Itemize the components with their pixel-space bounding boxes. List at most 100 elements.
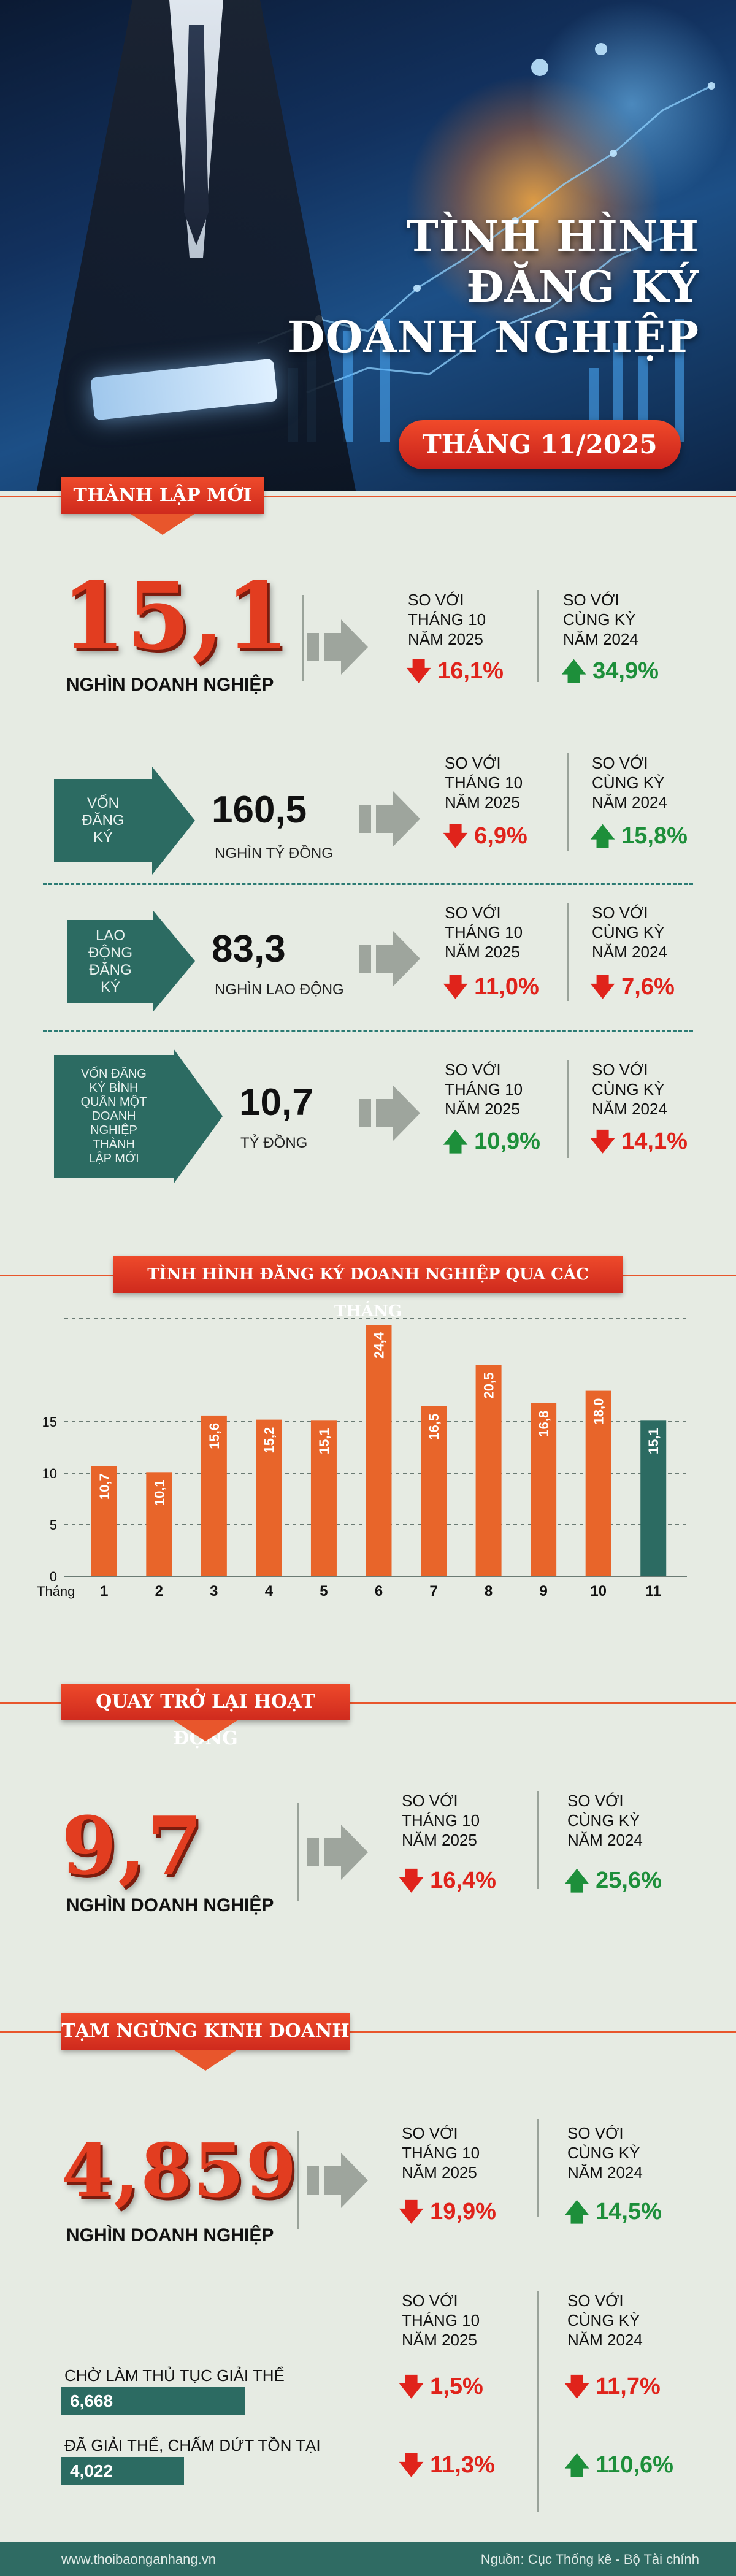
- compare-line: SO VỚI: [402, 2124, 458, 2142]
- capital-year-change: 🡅 15,8%: [590, 823, 688, 849]
- label-line: THÀNH: [93, 1137, 135, 1151]
- average-capital-value: 10,7: [239, 1081, 313, 1124]
- pending-month-change: 🡇 1,5%: [399, 2374, 483, 2400]
- label-line: VỐN: [86, 794, 119, 811]
- returning-enterprises-unit: NGHÌN DOANH NGHIỆP: [66, 1895, 274, 1915]
- bar-value-label: 18,0: [591, 1398, 607, 1425]
- capital-month-change: 🡇 6,9%: [443, 823, 527, 849]
- bar: [421, 1406, 447, 1576]
- suspend-year-change: 🡅 14,5%: [564, 2199, 662, 2225]
- label-line: ĐĂNG: [82, 811, 125, 829]
- registered-labor-value: 83,3: [212, 928, 286, 970]
- gray-arrow-icon: [307, 619, 368, 675]
- row-label-registered-capital: VỐN ĐĂNG KÝ: [54, 779, 152, 862]
- divider-line: [537, 2119, 539, 2217]
- compare-year-label: SO VỚI CÙNG KỲ NĂM 2024: [592, 1060, 667, 1119]
- bar: [91, 1466, 117, 1576]
- compare-line: SO VỚI: [567, 1792, 624, 1810]
- bar: [366, 1325, 392, 1576]
- labor-month-change: 🡇 11,0%: [443, 974, 539, 1000]
- compare-line: NĂM 2024: [563, 630, 638, 648]
- teal-arrow-head: [152, 767, 195, 875]
- registered-capital-unit: NGHÌN TỶ ĐỒNG: [215, 845, 333, 862]
- compare-line: NĂM 2024: [567, 1831, 643, 1849]
- suspend-month-change: 🡇 19,9%: [399, 2199, 496, 2225]
- compare-line: SO VỚI: [592, 903, 648, 922]
- bar: [475, 1365, 502, 1576]
- gray-arrow-icon: [307, 2153, 368, 2208]
- x-tick-label: 5: [320, 1583, 328, 1600]
- bar-value-label: 15,2: [261, 1427, 277, 1454]
- footer-source: Nguồn: Cục Thống kê - Bộ Tài chính: [480, 2551, 699, 2567]
- compare-line: NĂM 2024: [567, 2163, 643, 2182]
- divider-line: [537, 590, 539, 682]
- section-ribbon-new: THÀNH LẬP MỚI: [61, 477, 264, 514]
- pct-value: 14,5%: [596, 2199, 662, 2225]
- pending-dissolution-label: CHỜ LÀM THỦ TỤC GIẢI THỂ: [64, 2366, 285, 2385]
- return-year-change: 🡅 25,6%: [564, 1868, 662, 1894]
- new-month-change: 🡇 16,1%: [406, 658, 504, 684]
- compare-line: SO VỚI: [567, 2291, 624, 2310]
- label-line: ĐĂNG: [89, 961, 132, 978]
- return-month-change: 🡇 16,4%: [399, 1868, 496, 1894]
- compare-line: CÙNG KỲ: [567, 2311, 640, 2329]
- avg-capital-year-change: 🡇 14,1%: [590, 1129, 688, 1155]
- ribbon-pointer: [174, 1720, 237, 1741]
- label-line: KÝ: [100, 978, 120, 995]
- row-label-average-capital: VỐN ĐĂNG KÝ BÌNH QUÂN MỘT DOANH NGHIỆP T…: [54, 1055, 174, 1178]
- compare-line: NĂM 2025: [445, 943, 520, 961]
- compare-line: SO VỚI: [445, 903, 501, 922]
- x-tick-label: 10: [590, 1583, 607, 1600]
- compare-line: THÁNG 10: [445, 923, 523, 941]
- arrow-up-icon: 🡅: [590, 822, 616, 850]
- arrow-down-icon: 🡇: [590, 1128, 616, 1156]
- label-line: KÝ: [93, 829, 113, 846]
- x-tick-label: 2: [155, 1583, 163, 1600]
- arrow-up-icon: 🡅: [564, 2451, 590, 2479]
- footer: www.thoibaonganhang.vn Nguồn: Cục Thống …: [0, 2542, 736, 2576]
- month-badge: THÁNG 11/2025: [399, 420, 681, 469]
- pct-value: 34,9%: [592, 658, 659, 684]
- x-tick-label: 6: [375, 1583, 383, 1600]
- compare-line: NĂM 2025: [402, 2163, 477, 2182]
- compare-year-label: SO VỚI CÙNG KỲ NĂM 2024: [592, 753, 667, 812]
- divider-line: [302, 595, 304, 681]
- registered-capital-value: 160,5: [212, 789, 307, 831]
- bar: [531, 1403, 557, 1576]
- ribbon-pointer: [131, 514, 194, 535]
- section-divider: [0, 1702, 736, 1704]
- compare-line: NĂM 2024: [592, 793, 667, 811]
- bar-value-label: 16,5: [426, 1414, 442, 1440]
- y-tick-label: 5: [50, 1517, 57, 1533]
- section-ribbon-chart: TÌNH HÌNH ĐĂNG KÝ DOANH NGHIỆP QUA CÁC T…: [113, 1256, 623, 1321]
- compare-year-label: SO VỚI CÙNG KỲ NĂM 2024: [567, 2123, 643, 2182]
- bar-value-label: 16,8: [536, 1411, 551, 1437]
- compare-year-label: SO VỚI CÙNG KỲ NĂM 2024: [563, 590, 638, 649]
- x-tick-label: 4: [265, 1583, 274, 1600]
- compare-line: SO VỚI: [402, 1792, 458, 1810]
- x-tick-label: 8: [485, 1583, 493, 1600]
- avg-capital-month-change: 🡅 10,9%: [443, 1129, 540, 1155]
- dashed-divider: [43, 883, 693, 885]
- pct-value: 7,6%: [621, 974, 675, 1000]
- bar: [201, 1415, 227, 1576]
- compare-month-label: SO VỚI THÁNG 10 NĂM 2025: [445, 903, 523, 962]
- compare-line: CÙNG KỲ: [567, 2144, 640, 2162]
- divider-line: [567, 903, 569, 1001]
- x-tick-label: 9: [539, 1583, 547, 1600]
- bar: [640, 1420, 667, 1576]
- pending-year-change: 🡇 11,7%: [564, 2374, 661, 2400]
- dissolved-year-change: 🡅 110,6%: [564, 2452, 673, 2478]
- x-tick-label: 3: [210, 1583, 218, 1600]
- divider-line: [567, 1060, 569, 1158]
- compare-line: THÁNG 10: [445, 1080, 523, 1098]
- dissolved-month-change: 🡇 11,3%: [399, 2452, 495, 2478]
- y-tick-label: 15: [42, 1414, 57, 1430]
- compare-line: SO VỚI: [567, 2124, 624, 2142]
- teal-arrow-head: [174, 1049, 223, 1184]
- arrow-down-icon: 🡇: [399, 1867, 424, 1895]
- page-title: TÌNH HÌNH ĐĂNG KÝ DOANH NGHIỆP: [288, 212, 699, 362]
- gray-arrow-icon: [307, 1825, 368, 1880]
- pct-value: 1,5%: [430, 2374, 483, 2399]
- compare-line: NĂM 2025: [445, 1100, 520, 1118]
